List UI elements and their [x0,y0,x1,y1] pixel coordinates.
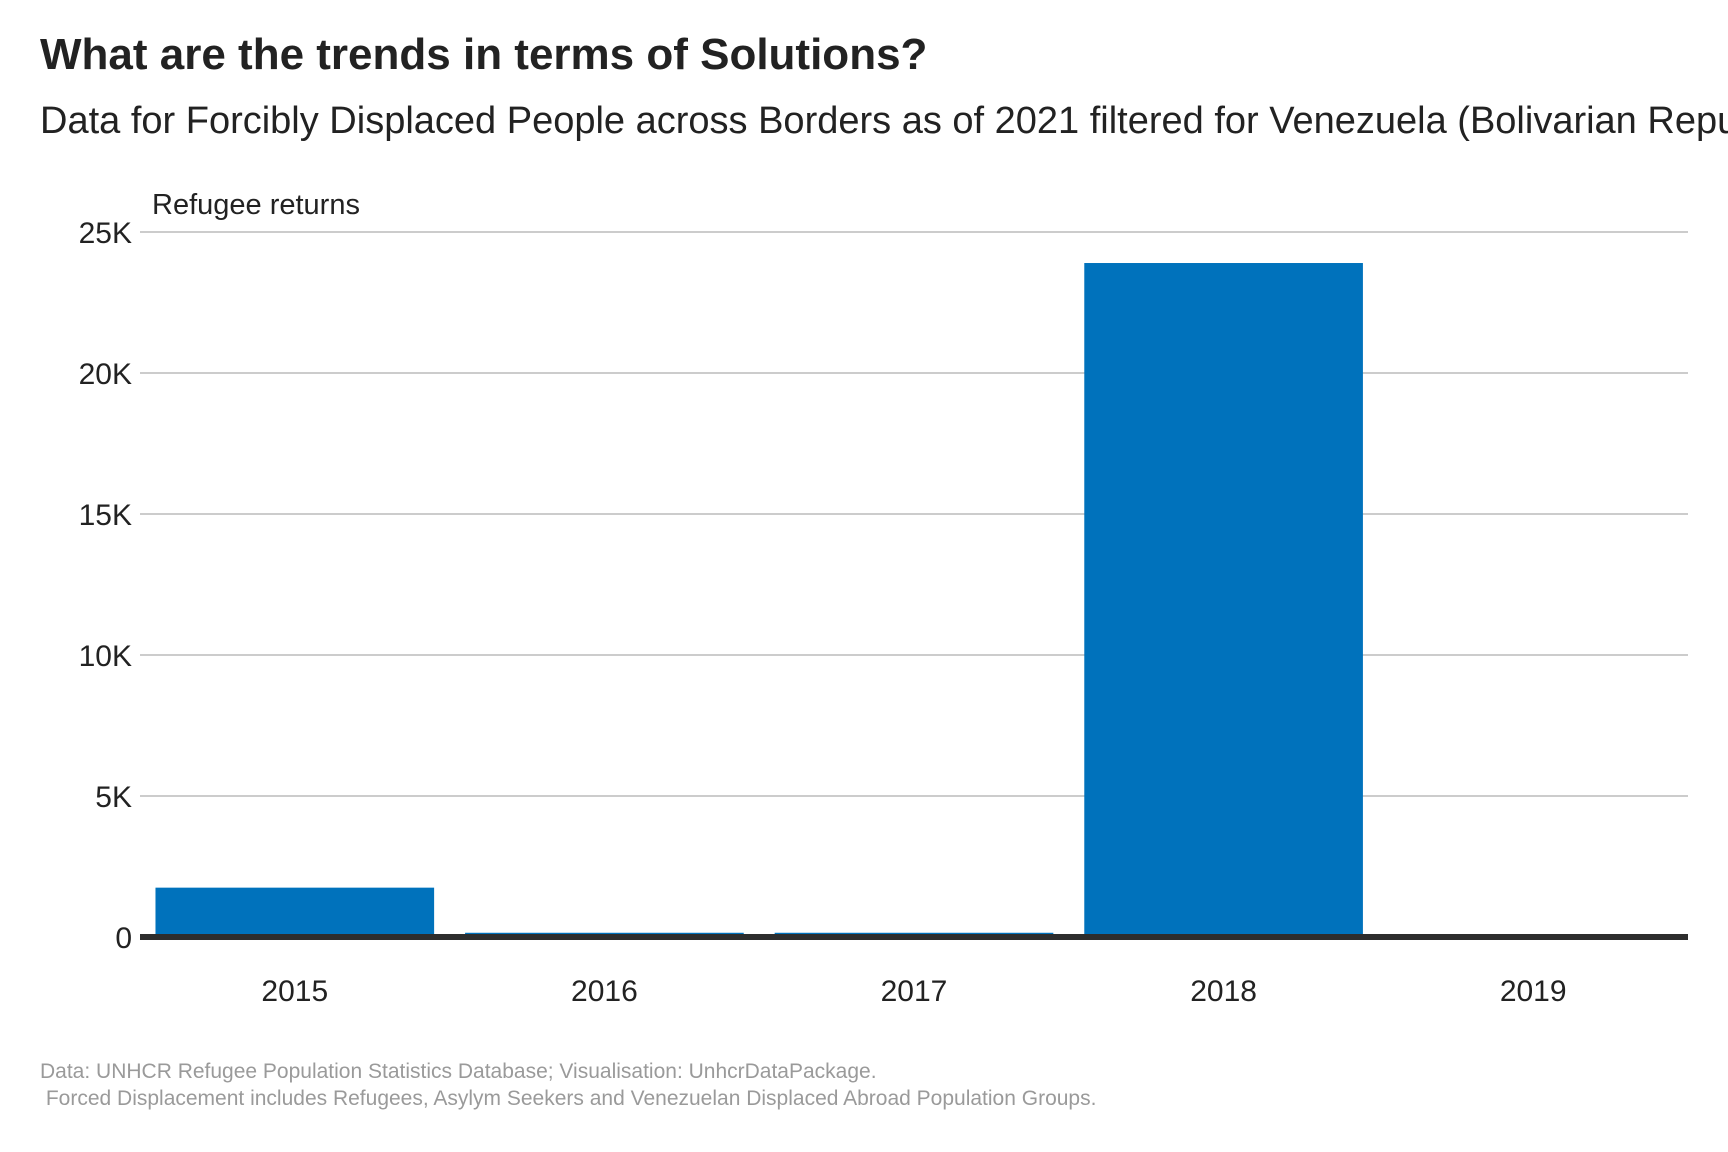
y-tick-label: 25K [79,217,132,250]
x-tick-label: 2016 [571,975,638,1008]
y-tick-label: 10K [79,640,132,673]
x-tick-label: 2019 [1500,975,1567,1008]
y-tick-label: 5K [95,781,132,814]
chart-title: What are the trends in terms of Solution… [40,30,928,79]
bar-2015 [155,887,435,937]
bars [155,263,1363,937]
y-tick-label: 20K [79,358,132,391]
caption-note: Forced Displacement includes Refugees, A… [40,1087,1097,1110]
gridlines [140,231,1688,797]
y-tick-label: 15K [79,499,132,532]
x-tick-label: 2015 [261,975,328,1008]
y-tick-label: 0 [115,922,132,955]
chart-subtitle: Data for Forcibly Displaced People acros… [40,100,1728,142]
bar-2018 [1084,263,1363,937]
x-tick-label: 2017 [881,975,948,1008]
caption-source: Data: UNHCR Refugee Population Statistic… [40,1060,877,1083]
y-axis-title: Refugee returns [152,189,360,221]
axes: 0 5K 10K 15K 20K 25K 2015 2016 2017 2018 2019 [79,217,1688,1008]
x-tick-label: 2018 [1190,975,1257,1008]
